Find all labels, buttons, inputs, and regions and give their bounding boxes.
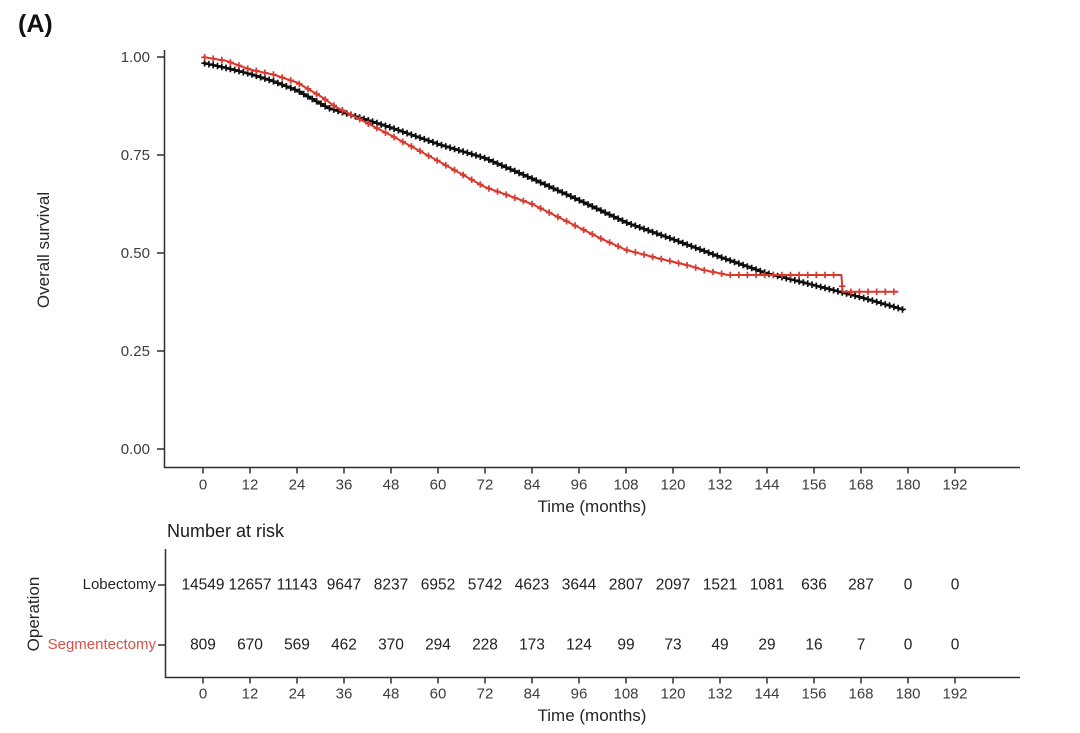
y-tick-label: 0.75 [121,147,150,164]
risk-value: 1081 [750,577,784,594]
x-tick-label: 120 [660,477,685,494]
risk-value: 16 [805,637,822,654]
x-tick-label: 180 [895,477,920,494]
risk-value: 809 [190,637,216,654]
panel-label: (A) [18,10,53,38]
y-tick-label: 1.00 [121,49,150,66]
risk-value: 569 [284,637,310,654]
risk-x-tick-label: 144 [754,686,779,703]
risk-value: 228 [472,637,498,654]
x-tick-label: 48 [383,477,400,494]
x-tick-label: 84 [524,477,541,494]
x-tick-label: 156 [801,477,826,494]
risk-x-tick-label: 36 [336,686,353,703]
x-tick-label: 108 [613,477,638,494]
x-tick-label: 192 [942,477,967,494]
risk-x-tick-label: 180 [895,686,920,703]
x-axis-title-bottom: Time (months) [537,706,647,725]
risk-value: 173 [519,637,545,654]
risk-x-tick-label: 24 [289,686,306,703]
risk-x-tick-label: 84 [524,686,541,703]
x-tick-label: 60 [430,477,447,494]
risk-value: 0 [904,637,913,654]
x-tick-label: 168 [848,477,873,494]
risk-x-tick-label: 156 [801,686,826,703]
risk-value: 0 [951,637,960,654]
risk-value: 29 [758,637,775,654]
risk-x-tick-label: 0 [199,686,207,703]
curve-segmentectomy [202,56,899,293]
risk-value: 6952 [421,577,455,594]
x-tick-label: 24 [289,477,306,494]
risk-value: 12657 [228,577,271,594]
risk-value: 3644 [562,577,597,594]
x-axis-title-main: Time (months) [537,497,647,516]
risk-x-tick-label: 132 [707,686,732,703]
risk-x-tick-label: 96 [571,686,588,703]
risk-x-tick-label: 192 [942,686,967,703]
y-tick-label: 0.00 [121,441,150,458]
risk-x-tick-label: 72 [477,686,494,703]
risk-value: 99 [617,637,634,654]
risk-value: 8237 [374,577,408,594]
risk-value: 1521 [703,577,737,594]
y-tick-label: 0.50 [121,245,150,262]
x-tick-label: 12 [242,477,259,494]
risk-value: 294 [425,637,451,654]
risk-value: 5742 [468,577,502,594]
x-tick-label: 144 [754,477,779,494]
y-tick-label: 0.25 [121,343,150,360]
risk-row-label-lobectomy: Lobectomy [82,576,156,593]
risk-x-tick-label: 12 [242,686,259,703]
risk-value: 462 [331,637,357,654]
x-tick-label: 36 [336,477,353,494]
risk-value: 73 [664,637,681,654]
risk-x-tick-label: 60 [430,686,447,703]
risk-x-tick-label: 120 [660,686,685,703]
risk-value: 7 [857,637,866,654]
risk-x-tick-label: 108 [613,686,638,703]
risk-x-tick-label: 168 [848,686,873,703]
x-tick-label: 132 [707,477,732,494]
risk-value: 49 [711,637,728,654]
risk-value: 124 [566,637,592,654]
risk-value: 0 [951,577,960,594]
risk-value: 2097 [656,577,690,594]
risk-value: 0 [904,577,913,594]
risk-value: 287 [848,577,874,594]
risk-value: 4623 [515,577,549,594]
x-tick-label: 72 [477,477,494,494]
risk-value: 670 [237,637,263,654]
risk-value: 9647 [327,577,361,594]
risk-row-label-segmentectomy: Segmentectomy [47,636,156,653]
x-tick-label: 96 [571,477,588,494]
x-tick-label: 0 [199,477,207,494]
risk-value: 11143 [277,577,318,594]
censor-marks-segmentectomy [201,54,898,296]
risk-value: 14549 [181,577,224,594]
risk-value: 636 [801,577,827,594]
risk-value: 370 [378,637,404,654]
risk-table-title: Number at risk [167,521,285,541]
risk-value: 2807 [609,577,643,594]
risk-x-tick-label: 48 [383,686,400,703]
